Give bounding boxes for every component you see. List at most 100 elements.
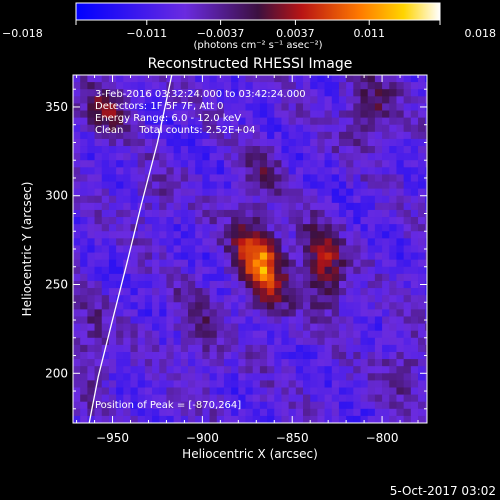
heatmap-cell-1434 xyxy=(116,273,124,282)
heatmap-cell-824 xyxy=(130,188,139,197)
heatmap-cell-895 xyxy=(274,195,282,204)
heatmap-cell-2454 xyxy=(116,415,124,423)
heatmap-cell-524 xyxy=(173,146,182,154)
heatmap-cell-2312 xyxy=(195,394,203,403)
heatmap-cell-85 xyxy=(317,82,325,90)
heatmap-cell-590 xyxy=(281,153,290,161)
heatmap-cell-2060 xyxy=(216,359,225,367)
heatmap-cell-1926 xyxy=(353,337,361,346)
heatmap-cell-513 xyxy=(94,146,103,154)
heatmap-cell-1351 xyxy=(252,259,261,268)
heatmap-cell-936 xyxy=(202,202,210,211)
heatmap-cell-1765 xyxy=(295,316,304,324)
heatmap-cell-2054 xyxy=(173,359,182,367)
heatmap-cell-2479 xyxy=(295,415,304,423)
heatmap-cell-1272 xyxy=(418,245,426,253)
heatmap-cell-1935 xyxy=(418,337,426,346)
heatmap-cell-454 xyxy=(403,131,412,140)
heatmap-cell-863 xyxy=(410,188,419,197)
heatmap-cell-567 xyxy=(116,153,124,161)
heatmap-cell-2174 xyxy=(303,373,311,381)
heatmap-cell-1201 xyxy=(274,238,282,246)
heatmap-cell-1555 xyxy=(252,288,261,296)
heatmap-cell-290 xyxy=(324,110,333,119)
heatmap-cell-1030 xyxy=(144,217,153,225)
heatmap-cell-1066 xyxy=(403,217,412,225)
heatmap-cell-2544 xyxy=(396,423,404,431)
heatmap-cell-1636 xyxy=(101,302,110,310)
heatmap-cell-2485 xyxy=(338,415,347,423)
heatmap-cell-61 xyxy=(144,82,153,90)
heatmap-cell-1103 xyxy=(303,224,311,232)
heatmap-cell-1098 xyxy=(267,224,275,232)
heatmap-cell-1709 xyxy=(259,309,268,317)
heatmap-cell-159 xyxy=(116,96,124,104)
heatmap-cell-1564 xyxy=(317,288,325,296)
solar-limb-line xyxy=(88,75,173,423)
heatmap-cell-1818 xyxy=(310,323,318,332)
heatmap-cell-317 xyxy=(152,117,160,126)
heatmap-cell-2209 xyxy=(188,380,196,388)
heatmap-cell-719 xyxy=(108,174,117,182)
heatmap-cell-767 xyxy=(87,181,95,190)
heatmap-cell-2012 xyxy=(238,351,246,360)
heatmap-cell-732 xyxy=(202,174,210,182)
heatmap-cell-2311 xyxy=(188,394,196,403)
heatmap-cell-578 xyxy=(195,153,203,161)
heatmap-cell-2130 xyxy=(353,366,361,374)
heatmap-cell-1306 xyxy=(295,252,304,261)
heatmap-cell-2187 xyxy=(396,373,405,381)
heatmap-cell-1566 xyxy=(331,288,340,296)
heatmap-cell-1010 xyxy=(367,209,376,218)
heatmap-cell-251 xyxy=(410,103,419,111)
heatmap-cell-1310 xyxy=(324,252,333,261)
heatmap-cell-1602 xyxy=(223,295,232,303)
heatmap-cell-1180 xyxy=(123,238,131,246)
heatmap-cell-1741 xyxy=(123,316,131,324)
heatmap-cell-1220 xyxy=(410,238,419,246)
heatmap-cell-1231 xyxy=(123,245,131,253)
heatmap-cell-238 xyxy=(317,103,325,111)
heatmap-cell-1723 xyxy=(360,309,369,317)
heatmap-cell-624 xyxy=(159,160,167,168)
heatmap-cell-315 xyxy=(137,117,146,126)
heatmap-cell-1249 xyxy=(252,245,261,253)
heatmap-cell-883 xyxy=(188,195,196,204)
heatmap-cell-261 xyxy=(116,110,124,119)
heatmap-cell-1469 xyxy=(367,273,376,282)
heatmap-cell-807 xyxy=(374,181,383,190)
heatmap-cell-67 xyxy=(188,82,196,90)
heatmap-cell-748 xyxy=(317,174,325,182)
heatmap-cell-1188 xyxy=(180,238,189,246)
heatmap-cell-2330 xyxy=(324,394,333,403)
heatmap-cell-1107 xyxy=(331,224,340,232)
heatmap-cell-1770 xyxy=(331,316,340,324)
heatmap-cell-2085 xyxy=(396,359,405,367)
heatmap-cell-654 xyxy=(374,160,383,168)
heatmap-cell-939 xyxy=(223,202,232,211)
heatmap-cell-2404 xyxy=(123,408,131,417)
heatmap-cell-2027 xyxy=(346,351,354,360)
heatmap-cell-2531 xyxy=(303,423,311,431)
heatmap-cell-1767 xyxy=(310,316,318,324)
heatmap-cell-2061 xyxy=(223,359,232,367)
heatmap-cell-642 xyxy=(288,160,297,168)
heatmap-cell-1849 xyxy=(166,330,175,339)
heatmap-cell-1523 xyxy=(389,280,397,289)
heatmap-cell-1484 xyxy=(108,280,117,289)
heatmap-cell-1496 xyxy=(195,280,203,289)
heatmap-cell-404 xyxy=(410,124,419,133)
heatmap-cell-1079 xyxy=(130,224,139,232)
y-tick-label-1: 250 xyxy=(45,278,68,292)
heatmap-cell-2090 xyxy=(432,359,440,367)
heatmap-cell-294 xyxy=(353,110,361,119)
heatmap-cell-2423 xyxy=(259,408,268,417)
heatmap-cell-240 xyxy=(331,103,340,111)
heatmap-cell-1694 xyxy=(152,309,160,317)
heatmap-cell-1761 xyxy=(267,316,275,324)
heatmap-cell-2270 xyxy=(259,387,268,395)
heatmap-cell-708 xyxy=(396,167,405,175)
heatmap-cell-2179 xyxy=(338,373,347,381)
heatmap-cell-1937 xyxy=(432,338,440,346)
heatmap-cell-2297 xyxy=(87,394,95,403)
